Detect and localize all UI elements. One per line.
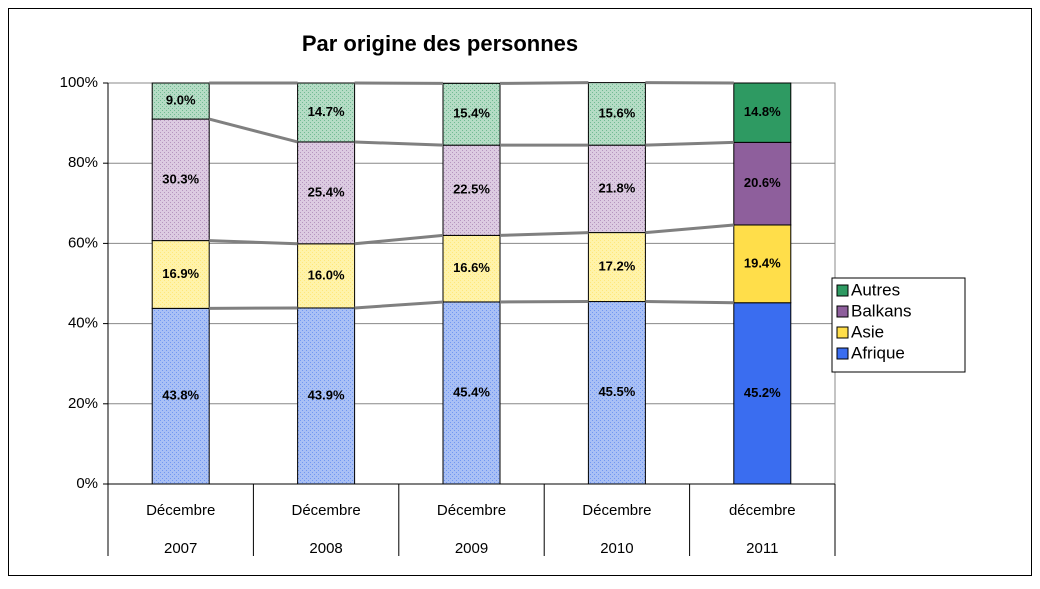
data-label: 45.2% [744,385,781,400]
x-tick-label: Décembre [582,502,651,519]
x-tick-label: 2009 [455,540,488,557]
data-label: 25.4% [308,184,345,199]
x-tick-label: Décembre [291,502,360,519]
data-label: 15.4% [453,106,490,121]
chart-title: Par origine des personnes [302,31,578,56]
data-label: 14.7% [308,104,345,119]
data-label: 15.6% [598,105,635,120]
x-tick-label: 2008 [309,540,342,557]
legend-swatch [837,327,848,338]
connector-line [645,302,733,303]
y-tick-label: 60% [68,234,98,251]
legend-label: Autres [851,280,900,299]
legend-label: Balkans [851,301,911,320]
legend-swatch [837,306,848,317]
legend-swatch [837,348,848,359]
data-label: 20.6% [744,175,781,190]
connector-line [500,83,588,84]
x-tick-label: 2011 [746,540,778,557]
data-label: 9.0% [166,92,196,107]
y-tick-label: 0% [76,475,98,492]
data-label: 19.4% [744,255,781,270]
data-label: 17.2% [598,258,635,273]
data-label: 16.6% [453,260,490,275]
y-tick-label: 20% [68,395,98,412]
data-label: 45.5% [598,384,635,399]
data-label: 21.8% [598,180,635,195]
data-label: 30.3% [162,171,199,186]
data-label: 14.8% [744,104,781,119]
y-tick-label: 100% [60,74,98,91]
x-tick-label: Décembre [437,502,506,519]
data-label: 45.4% [453,384,490,399]
data-label: 43.8% [162,388,199,403]
data-label: 16.0% [308,267,345,282]
legend-swatch [837,285,848,296]
x-tick-label: 2010 [600,540,633,557]
legend-label: Asie [851,322,884,341]
legend-label: Afrique [851,343,905,362]
data-label: 16.9% [162,266,199,281]
y-tick-label: 40% [68,315,98,332]
x-tick-label: décembre [729,502,796,519]
data-label: 22.5% [453,182,490,197]
y-tick-label: 80% [68,154,98,171]
x-tick-label: Décembre [146,502,215,519]
x-tick-label: 2007 [164,540,197,557]
data-label: 43.9% [308,387,345,402]
